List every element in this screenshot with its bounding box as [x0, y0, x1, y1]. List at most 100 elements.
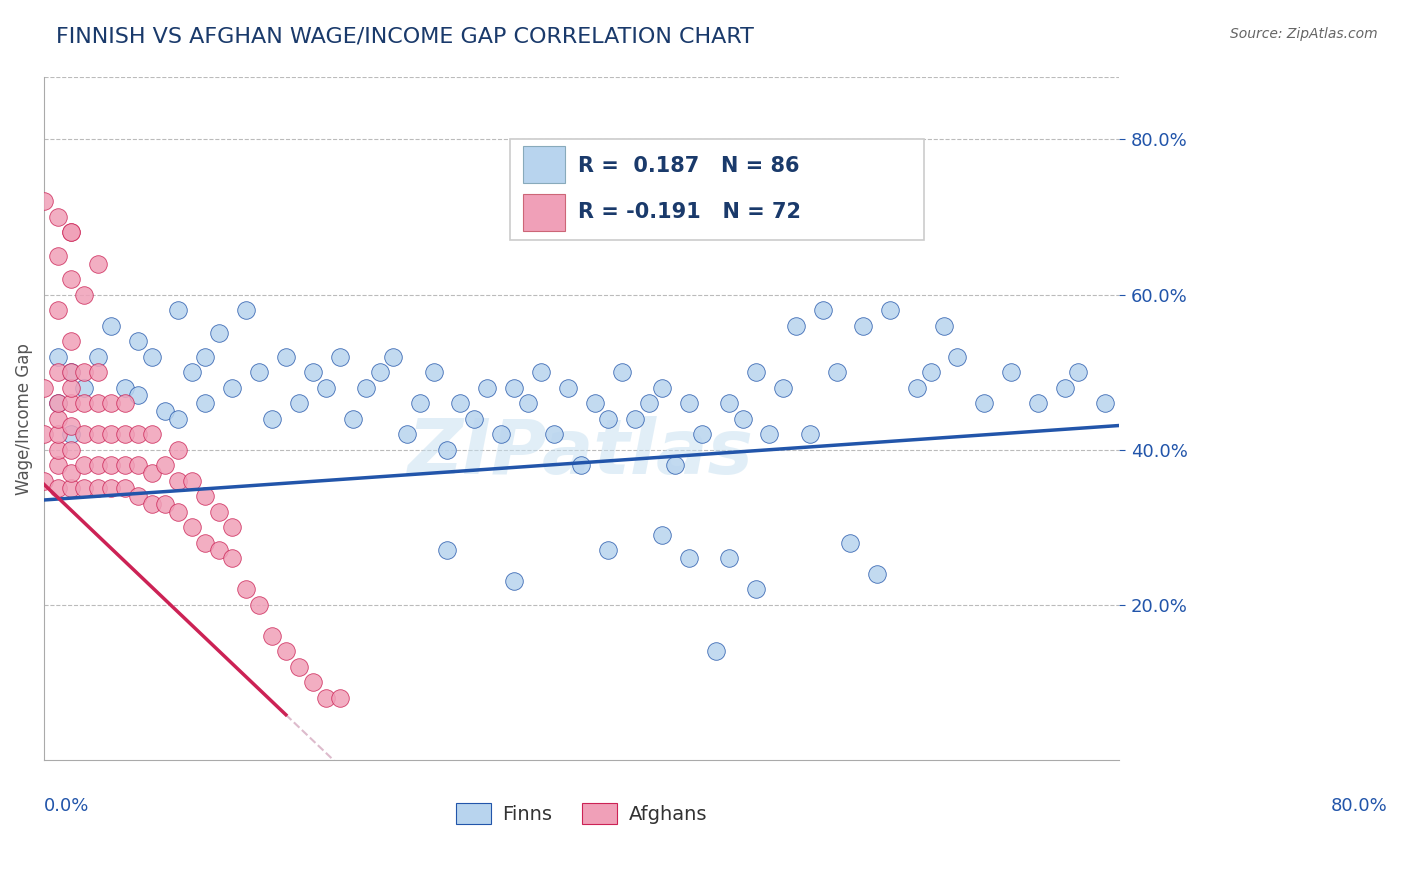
Point — [141, 350, 163, 364]
Point — [32, 474, 55, 488]
Point — [73, 380, 96, 394]
Point — [288, 659, 311, 673]
Point — [329, 690, 352, 705]
Text: R =  0.187   N = 86: R = 0.187 N = 86 — [578, 156, 800, 176]
Point — [180, 474, 202, 488]
Point — [194, 350, 217, 364]
Point — [87, 365, 110, 379]
Point — [46, 350, 69, 364]
Point — [87, 458, 110, 472]
Point — [395, 427, 418, 442]
Point — [73, 287, 96, 301]
FancyBboxPatch shape — [510, 139, 924, 240]
Point — [690, 427, 713, 442]
Point — [127, 388, 149, 402]
Point — [731, 411, 754, 425]
Point — [114, 396, 136, 410]
Point — [637, 396, 659, 410]
Point — [598, 543, 620, 558]
Point — [73, 427, 96, 442]
Point — [598, 411, 620, 425]
Point — [46, 303, 69, 318]
Point — [356, 380, 378, 394]
Point — [73, 396, 96, 410]
Point — [450, 396, 472, 410]
Point — [1094, 396, 1116, 410]
Point — [946, 350, 969, 364]
Point — [301, 675, 323, 690]
Point — [87, 396, 110, 410]
Point — [301, 365, 323, 379]
Point — [46, 481, 69, 495]
Point — [59, 396, 82, 410]
Point — [208, 326, 231, 341]
Point — [59, 272, 82, 286]
Point — [153, 497, 176, 511]
Point — [46, 442, 69, 457]
Point — [247, 598, 270, 612]
Point — [262, 629, 284, 643]
Point — [46, 458, 69, 472]
Point — [114, 380, 136, 394]
Point — [180, 520, 202, 534]
Point — [651, 528, 673, 542]
Point — [1053, 380, 1076, 394]
Point — [141, 497, 163, 511]
Point — [530, 365, 553, 379]
Point — [87, 427, 110, 442]
Point — [87, 350, 110, 364]
Point — [315, 690, 337, 705]
Point — [866, 566, 889, 581]
Point — [167, 411, 190, 425]
Point — [114, 458, 136, 472]
Point — [167, 442, 190, 457]
Point — [569, 458, 592, 472]
Point — [463, 411, 485, 425]
Point — [543, 427, 565, 442]
Point — [799, 427, 821, 442]
Point — [73, 365, 96, 379]
Point — [59, 427, 82, 442]
Point — [235, 303, 257, 318]
Point — [624, 411, 647, 425]
Point — [852, 318, 875, 333]
Point — [221, 520, 243, 534]
Point — [208, 505, 231, 519]
Point — [73, 481, 96, 495]
Point — [127, 489, 149, 503]
Point — [610, 365, 633, 379]
Point — [141, 427, 163, 442]
Point — [772, 380, 794, 394]
Point — [127, 427, 149, 442]
Point — [436, 442, 458, 457]
Point — [59, 334, 82, 348]
Point — [288, 396, 311, 410]
Point — [718, 396, 741, 410]
Point — [758, 427, 780, 442]
Point — [932, 318, 955, 333]
Point — [745, 365, 768, 379]
Point — [153, 404, 176, 418]
Point — [329, 350, 352, 364]
Point — [839, 194, 862, 209]
Point — [32, 380, 55, 394]
Point — [194, 396, 217, 410]
Point — [32, 194, 55, 209]
Point — [274, 644, 297, 658]
Point — [368, 365, 391, 379]
Point — [1026, 396, 1049, 410]
Point — [127, 334, 149, 348]
Point — [489, 427, 512, 442]
Point — [262, 411, 284, 425]
Point — [100, 427, 122, 442]
Point — [973, 396, 995, 410]
Point — [274, 350, 297, 364]
Point — [46, 411, 69, 425]
Point — [1067, 365, 1090, 379]
Point — [167, 505, 190, 519]
Point — [46, 210, 69, 224]
Point — [100, 458, 122, 472]
Point — [436, 543, 458, 558]
Point — [114, 427, 136, 442]
Point — [114, 481, 136, 495]
